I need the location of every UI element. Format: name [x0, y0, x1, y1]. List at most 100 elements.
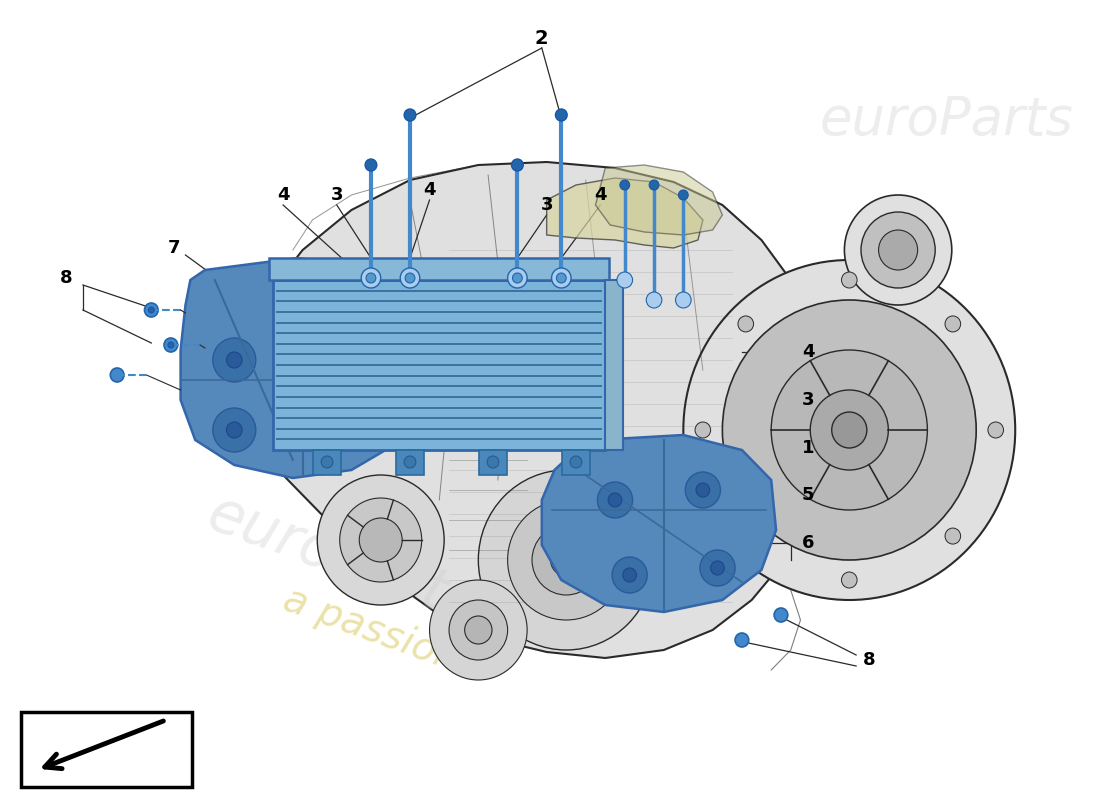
Circle shape — [507, 500, 625, 620]
Text: 4: 4 — [277, 186, 289, 204]
Text: 2: 2 — [535, 29, 549, 47]
Polygon shape — [547, 178, 703, 248]
Text: 3: 3 — [540, 196, 553, 214]
Circle shape — [700, 550, 735, 586]
Circle shape — [685, 472, 720, 508]
Circle shape — [478, 470, 654, 650]
Circle shape — [404, 109, 416, 121]
Circle shape — [620, 180, 629, 190]
Circle shape — [945, 316, 960, 332]
Circle shape — [148, 307, 154, 313]
Circle shape — [405, 273, 415, 283]
Circle shape — [227, 352, 242, 368]
Circle shape — [879, 230, 917, 270]
Circle shape — [570, 456, 582, 468]
Circle shape — [683, 260, 1015, 600]
Polygon shape — [214, 162, 825, 658]
Circle shape — [144, 303, 158, 317]
Circle shape — [617, 272, 632, 288]
Bar — [562, 450, 590, 475]
Circle shape — [360, 518, 403, 562]
Circle shape — [675, 292, 691, 308]
Circle shape — [988, 422, 1003, 438]
Circle shape — [168, 342, 174, 348]
Text: 4: 4 — [594, 186, 606, 204]
Circle shape — [512, 159, 524, 171]
Text: 3: 3 — [330, 186, 343, 204]
Circle shape — [429, 580, 527, 680]
Circle shape — [212, 338, 256, 382]
Polygon shape — [595, 165, 723, 235]
Circle shape — [361, 268, 381, 288]
Text: 8: 8 — [60, 269, 73, 287]
Circle shape — [832, 412, 867, 448]
Text: 1: 1 — [802, 439, 814, 457]
Circle shape — [861, 212, 935, 288]
Polygon shape — [542, 435, 777, 612]
Text: 4: 4 — [802, 343, 814, 361]
Circle shape — [649, 180, 659, 190]
Circle shape — [449, 600, 507, 660]
Circle shape — [723, 300, 976, 560]
Text: euroParts: euroParts — [820, 94, 1074, 146]
Bar — [605, 280, 623, 450]
Text: 4: 4 — [424, 181, 436, 199]
Text: 6: 6 — [802, 534, 814, 552]
Circle shape — [315, 342, 330, 358]
Bar — [480, 450, 507, 475]
Circle shape — [695, 422, 711, 438]
Bar — [273, 280, 605, 450]
Circle shape — [366, 273, 376, 283]
Circle shape — [612, 557, 647, 593]
Circle shape — [110, 368, 124, 382]
Circle shape — [507, 268, 527, 288]
Text: a passion: a passion — [278, 581, 464, 679]
Circle shape — [646, 292, 662, 308]
Circle shape — [317, 475, 444, 605]
Circle shape — [623, 568, 637, 582]
Text: 5: 5 — [802, 486, 814, 504]
Circle shape — [404, 456, 416, 468]
Polygon shape — [180, 258, 410, 478]
Circle shape — [738, 528, 754, 544]
Circle shape — [513, 273, 522, 283]
Circle shape — [679, 190, 689, 200]
Circle shape — [315, 422, 330, 438]
Circle shape — [738, 316, 754, 332]
Circle shape — [945, 528, 960, 544]
Circle shape — [300, 408, 343, 452]
Circle shape — [487, 456, 498, 468]
Bar — [22, 712, 192, 787]
Circle shape — [464, 616, 492, 644]
Text: euroParts: euroParts — [200, 485, 483, 635]
Circle shape — [842, 572, 857, 588]
Bar — [396, 450, 424, 475]
Circle shape — [532, 525, 601, 595]
Text: 3: 3 — [802, 391, 814, 409]
Circle shape — [551, 544, 582, 576]
Circle shape — [811, 390, 889, 470]
Circle shape — [774, 608, 788, 622]
Circle shape — [400, 268, 420, 288]
Circle shape — [842, 272, 857, 288]
Circle shape — [300, 328, 343, 372]
Circle shape — [845, 195, 952, 305]
Circle shape — [556, 109, 568, 121]
Circle shape — [365, 159, 377, 171]
Circle shape — [771, 350, 927, 510]
Circle shape — [735, 633, 749, 647]
Circle shape — [557, 273, 566, 283]
Circle shape — [551, 268, 571, 288]
Text: 8: 8 — [862, 651, 876, 669]
Circle shape — [597, 482, 632, 518]
Circle shape — [227, 422, 242, 438]
Circle shape — [608, 493, 622, 507]
Bar — [314, 450, 341, 475]
Bar — [270, 258, 609, 280]
Circle shape — [321, 456, 333, 468]
Circle shape — [711, 561, 724, 575]
Circle shape — [212, 408, 256, 452]
Circle shape — [696, 483, 710, 497]
Circle shape — [340, 498, 421, 582]
Text: 7: 7 — [167, 239, 180, 257]
